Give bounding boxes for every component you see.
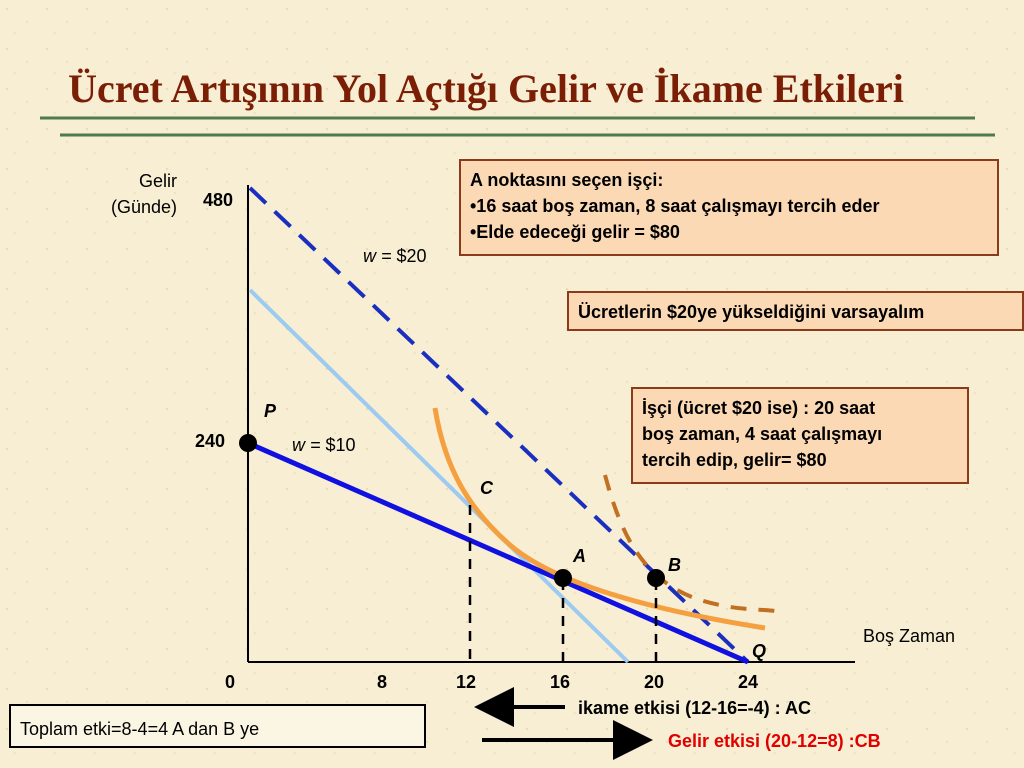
info-box bbox=[459, 159, 999, 256]
point bbox=[554, 569, 572, 587]
indifference-curve-high bbox=[603, 474, 783, 614]
effect-text: Gelir etkisi (20-12=8) :CB bbox=[668, 731, 881, 751]
x-tick-label: 12 bbox=[456, 672, 476, 692]
info-box bbox=[567, 291, 1024, 331]
box-text: •16 saat boş zaman, 8 saat çalışmayı ter… bbox=[470, 196, 880, 216]
x-tick-label: 0 bbox=[225, 672, 235, 692]
y-tick-label: 480 bbox=[203, 190, 233, 210]
budget-line-20 bbox=[248, 186, 750, 664]
x-tick-label: 16 bbox=[550, 672, 570, 692]
point-label: C bbox=[480, 478, 494, 498]
x-tick-label: 20 bbox=[644, 672, 664, 692]
effect-text: ikame etkisi (12-16=-4) : AC bbox=[578, 698, 811, 718]
box-text: İşçi (ücret $20 ise) : 20 saat bbox=[642, 398, 875, 418]
point-label: A bbox=[572, 546, 586, 566]
line-label: w = $20 bbox=[363, 246, 427, 266]
box-text: tercih edip, gelir= $80 bbox=[642, 450, 827, 470]
point-label: Q bbox=[752, 641, 766, 661]
slide-title: Ücret Artışının Yol Açtığı Gelir ve İkam… bbox=[68, 66, 904, 111]
indifference-curve bbox=[432, 407, 766, 631]
x-tick-label: 24 bbox=[738, 672, 758, 692]
line-label: w = $10 bbox=[292, 435, 356, 455]
point-label: P bbox=[264, 401, 277, 421]
box-text: Ücretlerin $20ye yükseldiğini varsayalım bbox=[578, 302, 924, 322]
y-axis-label: (Günde) bbox=[111, 197, 177, 217]
x-axis-label: Boş Zaman bbox=[863, 626, 955, 646]
box-text: A noktasını seçen işçi: bbox=[470, 170, 663, 190]
effect-text: Toplam etki=8-4=4 A dan B ye bbox=[20, 719, 259, 739]
budget-line-10 bbox=[246, 440, 750, 665]
point bbox=[647, 569, 665, 587]
box-text: •Elde edeceği gelir = $80 bbox=[470, 222, 680, 242]
y-axis-label: Gelir bbox=[139, 171, 177, 191]
x-tick-label: 8 bbox=[377, 672, 387, 692]
compensated-budget-line bbox=[248, 288, 630, 664]
point bbox=[239, 434, 257, 452]
y-tick-label: 240 bbox=[195, 431, 225, 451]
point-label: B bbox=[668, 555, 681, 575]
total-box bbox=[9, 704, 426, 748]
box-text: boş zaman, 4 saat çalışmayı bbox=[642, 424, 882, 444]
info-box bbox=[631, 387, 969, 484]
